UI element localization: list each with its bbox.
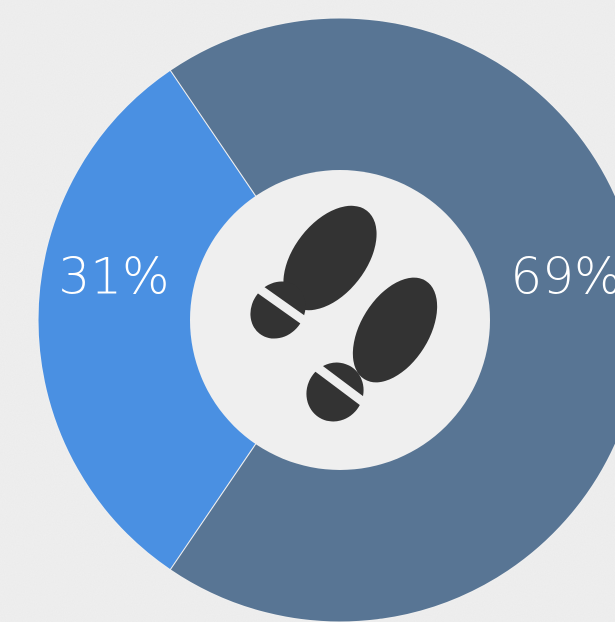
slice xyxy=(37,69,341,571)
labels: 31% 69% xyxy=(58,248,615,306)
footprints-icon xyxy=(250,205,438,422)
value-label: 31% xyxy=(58,248,169,306)
donut-hole xyxy=(190,170,490,470)
value-label: 69% xyxy=(510,248,615,306)
